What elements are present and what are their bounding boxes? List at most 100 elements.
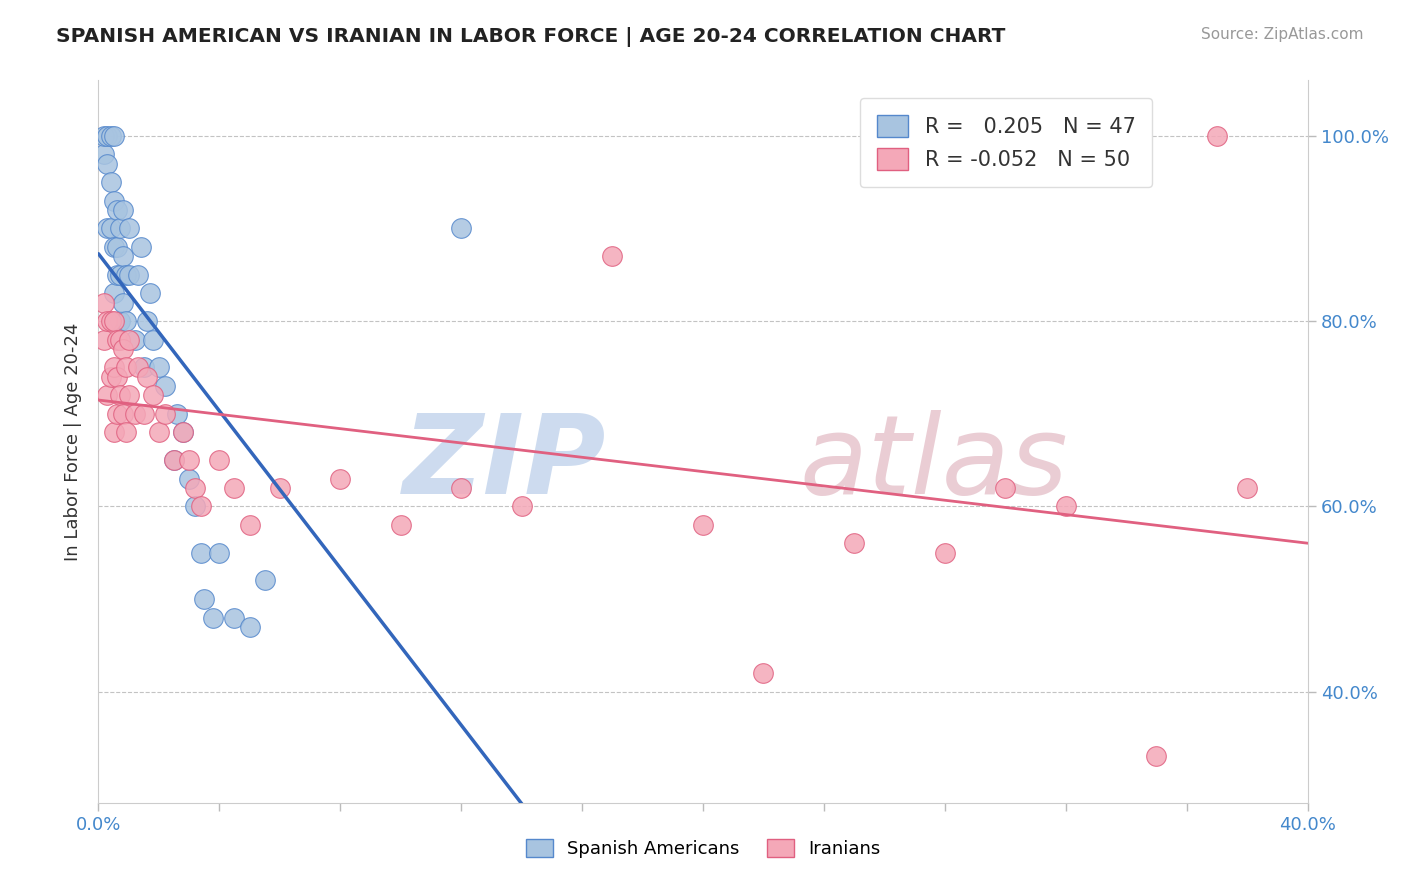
Point [752,666,775,681]
Point [114,268,136,282]
Point [105,202,128,217]
Point [190,500,212,514]
Point [179,453,201,467]
Text: Source: ZipAtlas.com: Source: ZipAtlas.com [1201,27,1364,42]
Point [103,286,125,301]
Text: ZIP: ZIP [402,409,606,516]
Point [142,333,165,347]
Point [224,481,246,495]
Point [96,156,118,170]
Point [184,500,207,514]
Point [108,268,131,282]
Point [208,546,231,560]
Point [148,425,170,440]
Y-axis label: In Labor Force | Age 20-24: In Labor Force | Age 20-24 [65,322,83,561]
Point [692,517,714,532]
Point [190,546,212,560]
Point [93,147,115,161]
Point [111,202,134,217]
Point [163,453,186,467]
Point [114,425,136,440]
Point [96,388,118,402]
Point [105,407,128,421]
Point [111,407,134,421]
Point [510,500,533,514]
Point [1054,500,1077,514]
Point [153,407,176,421]
Point [103,240,125,254]
Point [93,295,115,310]
Point [103,128,125,143]
Point [450,481,472,495]
Point [202,610,225,624]
Point [103,425,125,440]
Point [269,481,291,495]
Point [103,194,125,208]
Point [153,379,176,393]
Point [118,333,141,347]
Point [1236,481,1258,495]
Point [103,360,125,375]
Point [132,407,155,421]
Point [193,592,215,607]
Point [1206,128,1229,143]
Point [1144,749,1167,764]
Point [127,268,149,282]
Point [450,221,472,235]
Point [389,517,412,532]
Point [239,517,262,532]
Point [105,369,128,384]
Point [224,610,246,624]
Point [253,574,276,588]
Point [105,268,128,282]
Point [118,268,141,282]
Point [100,369,122,384]
Legend: Spanish Americans, Iranians: Spanish Americans, Iranians [519,831,887,865]
Point [93,333,115,347]
Point [100,128,122,143]
Point [172,425,194,440]
Point [166,407,188,421]
Point [934,546,956,560]
Point [111,249,134,263]
Point [132,360,155,375]
Point [96,221,118,235]
Point [163,453,186,467]
Point [602,249,624,263]
Point [208,453,231,467]
Point [135,314,157,328]
Point [105,333,128,347]
Point [108,221,131,235]
Point [139,286,162,301]
Point [127,360,149,375]
Point [108,388,131,402]
Point [239,620,262,634]
Point [100,221,122,235]
Point [172,425,194,440]
Point [184,481,207,495]
Point [994,481,1017,495]
Point [114,314,136,328]
Point [135,369,157,384]
Point [111,342,134,356]
Point [844,536,866,550]
Point [329,472,352,486]
Point [118,388,141,402]
Point [179,472,201,486]
Point [105,240,128,254]
Legend: R =   0.205   N = 47, R = -0.052   N = 50: R = 0.205 N = 47, R = -0.052 N = 50 [860,98,1152,187]
Point [103,314,125,328]
Text: SPANISH AMERICAN VS IRANIAN IN LABOR FORCE | AGE 20-24 CORRELATION CHART: SPANISH AMERICAN VS IRANIAN IN LABOR FOR… [56,27,1005,46]
Point [124,407,146,421]
Point [96,314,118,328]
Point [96,128,118,143]
Point [142,388,165,402]
Point [129,240,152,254]
Point [124,333,146,347]
Point [108,333,131,347]
Point [148,360,170,375]
Text: atlas: atlas [800,409,1069,516]
Point [93,128,115,143]
Point [114,360,136,375]
Point [118,221,141,235]
